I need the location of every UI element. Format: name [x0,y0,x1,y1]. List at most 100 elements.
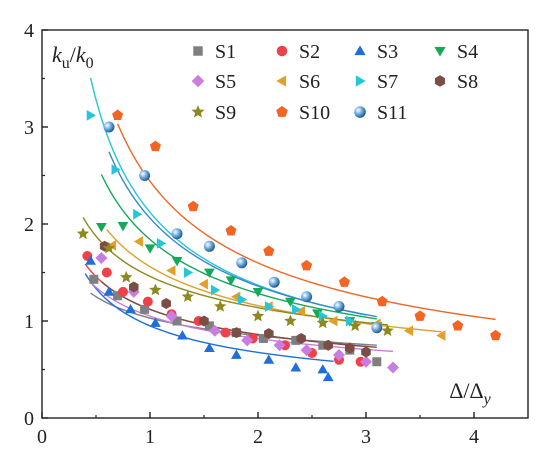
data-point-s8 [323,339,333,351]
legend-marker-s1 [193,46,203,56]
fit-curves [82,77,496,363]
data-point-s5 [333,348,345,361]
data-point-s9 [381,324,394,336]
data-point-s10 [301,259,313,271]
y-tick-label: 0 [24,408,34,430]
data-point-s11 [333,300,345,312]
data-point-s3 [177,330,188,340]
data-point-s10 [490,329,502,341]
x-tick-label: 2 [253,426,263,448]
data-point-s3 [125,303,136,314]
y-tick-label: 4 [24,20,34,42]
data-point-s1 [204,321,214,331]
data-point-s8 [129,281,139,293]
fit-curve-s10 [116,123,496,321]
fit-curve-s6 [106,229,442,333]
data-point-s5 [165,310,178,323]
data-point-s9 [214,299,227,312]
data-point-s9 [251,309,265,322]
data-point-s2 [220,327,231,338]
data-point-s11 [203,240,215,252]
data-point-s8 [264,328,274,340]
data-point-s4 [204,268,215,278]
data-point-s10 [112,109,124,121]
data-point-s4 [252,288,264,298]
data-point-s1 [89,274,99,284]
data-point-s7 [183,267,194,278]
data-point-s2 [101,267,112,278]
data-point-s11 [301,291,313,303]
data-points [76,109,502,382]
data-point-s1 [318,340,328,350]
legend-marker-s11 [354,106,366,118]
legend-label-s4: S4 [457,41,478,63]
legend-marker-s9 [191,105,205,118]
data-point-s1 [172,316,182,326]
data-point-s6 [106,239,117,251]
data-point-s7 [133,208,143,220]
data-point-s6 [198,278,208,290]
data-point-s3 [103,286,115,296]
x-axis-label: Δ/Δy [449,378,491,408]
data-point-s9 [120,270,133,283]
data-point-s1 [140,304,150,314]
data-point-s9 [284,314,297,327]
data-point-s10 [187,200,199,212]
legend-label-s7: S7 [377,71,398,93]
data-point-s3 [150,317,161,327]
legend-label-s8: S8 [457,71,478,93]
legend-marker-s10 [276,105,288,117]
data-point-s10 [225,224,237,236]
data-point-s11 [236,257,248,269]
legend-marker-s6 [276,75,287,87]
data-point-s8 [231,327,242,339]
data-point-s1 [372,357,382,367]
data-point-s8 [345,342,355,354]
y-tick-label: 1 [24,311,34,333]
data-point-s6 [133,236,144,247]
data-point-s7 [237,294,248,306]
legend-label-s2: S2 [299,41,320,63]
data-point-s6 [295,305,306,317]
data-point-s7 [210,284,221,296]
data-point-s3 [204,342,215,353]
legend-label-s5: S5 [215,71,236,93]
data-point-s7 [345,315,356,327]
data-point-s10 [263,245,275,256]
data-point-s5 [241,334,254,347]
legend-label-s10: S10 [299,102,330,124]
legend-label-s1: S1 [215,41,236,63]
data-point-s5 [95,251,108,264]
data-point-s6 [328,315,338,327]
fit-curve-s4 [100,174,377,320]
data-point-s6 [436,330,446,341]
legend-label-s6: S6 [299,71,320,93]
y-axis-label: ku/k0 [52,42,94,72]
data-point-s9 [181,290,194,303]
legend-marker-s5 [191,74,205,88]
data-point-s2 [142,296,153,307]
data-point-s6 [403,325,414,337]
data-point-s7 [156,238,167,249]
data-point-s8 [161,298,171,310]
x-tick-label: 4 [469,426,479,448]
data-point-s4 [117,222,129,232]
data-point-s1 [258,333,268,343]
fit-curve-s8 [100,281,377,349]
data-point-s10 [149,140,161,152]
data-point-s4 [171,256,183,267]
data-point-s8 [296,332,306,344]
data-point-s5 [273,339,286,352]
data-point-s11 [371,322,383,334]
data-point-s7 [111,164,121,176]
data-point-s3 [263,354,275,364]
data-point-s8 [199,315,209,327]
data-point-s5 [300,344,313,357]
data-point-s9 [349,319,362,332]
legend-marker-s3 [354,45,366,56]
data-point-s11 [268,276,280,288]
data-point-s4 [144,244,156,254]
plot-frame [41,29,529,419]
